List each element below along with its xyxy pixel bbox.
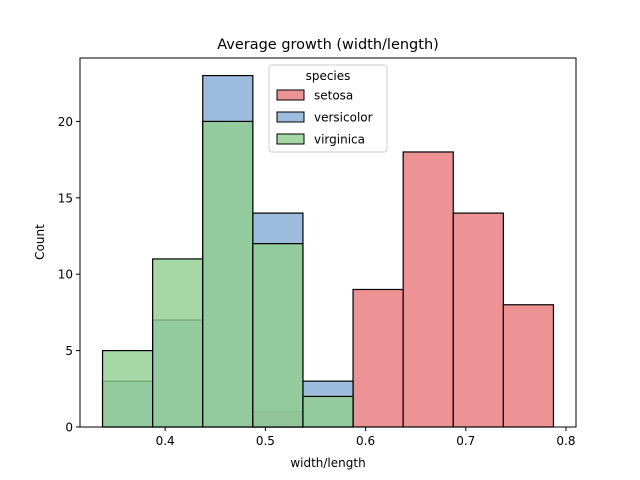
legend-label-virginica: virginica	[314, 133, 365, 147]
bars-layer	[101, 74, 555, 428]
bar-virginica-bin-2	[202, 120, 254, 428]
x-tick-label: 0.6	[356, 434, 375, 448]
legend-label-setosa: setosa	[314, 89, 353, 103]
y-tick-label: 5	[65, 344, 73, 358]
x-tick-label: 0.5	[256, 434, 275, 448]
legend-title: species	[306, 69, 351, 83]
bar-virginica-bin-4	[302, 395, 354, 428]
y-tick-label: 0	[65, 421, 73, 435]
bar-setosa-bin-5	[352, 288, 404, 428]
bar-virginica-bin-1	[152, 258, 204, 428]
axes-layer: 0.4 0.5 0.6 0.7 0.8 0 5 10 15 20	[58, 57, 577, 448]
plot-frame	[79, 57, 577, 428]
legend-swatch-virginica	[276, 133, 305, 145]
x-axis-label: width/length	[290, 456, 365, 470]
y-tick-label: 15	[58, 191, 73, 205]
y-axis-label: Count	[33, 224, 47, 260]
legend: species setosa versicolor virginica	[268, 64, 388, 153]
legend-label-versicolor: versicolor	[314, 111, 373, 125]
x-tick-label: 0.8	[556, 434, 575, 448]
bar-setosa-bin-6	[402, 151, 454, 428]
bar-setosa-bin-8	[502, 304, 555, 428]
y-tick-label: 10	[58, 268, 73, 282]
legend-swatch-versicolor	[276, 111, 305, 123]
chart-title: Average growth (width/length)	[217, 37, 439, 53]
legend-swatch-setosa	[276, 89, 305, 101]
y-tick-label: 20	[58, 115, 73, 129]
x-tick-label: 0.4	[156, 434, 175, 448]
bar-setosa-bin-7	[452, 212, 504, 428]
legend-box	[268, 64, 388, 153]
bar-virginica-bin-0	[101, 350, 154, 428]
bar-virginica-bin-3	[252, 243, 304, 428]
x-tick-label: 0.7	[456, 434, 475, 448]
